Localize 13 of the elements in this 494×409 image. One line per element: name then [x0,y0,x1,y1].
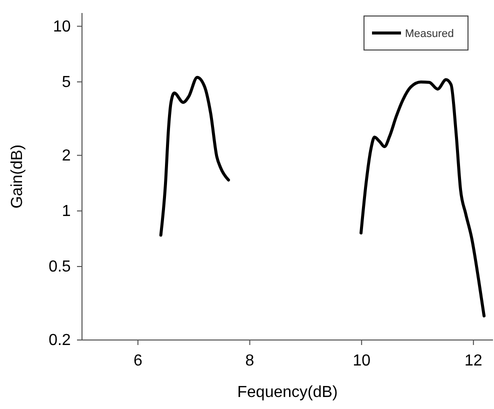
y-tick-label: 5 [62,74,71,91]
y-tick-label: 0.2 [48,332,71,350]
x-tick-label: 12 [464,352,482,370]
y-tick-label: 10 [53,18,71,36]
x-tick-label: 8 [245,352,254,370]
x-tick-label: 10 [352,352,371,370]
y-axis-title: Gain(dB) [9,144,26,209]
legend-label: Measured [405,28,454,40]
y-tick-label: 0.5 [48,258,71,276]
y-tick-label: 2 [62,147,71,164]
x-tick-label: 6 [133,352,142,370]
y-tick-label: 1 [62,203,71,220]
x-axis-title: Fequency(dB) [237,384,338,401]
